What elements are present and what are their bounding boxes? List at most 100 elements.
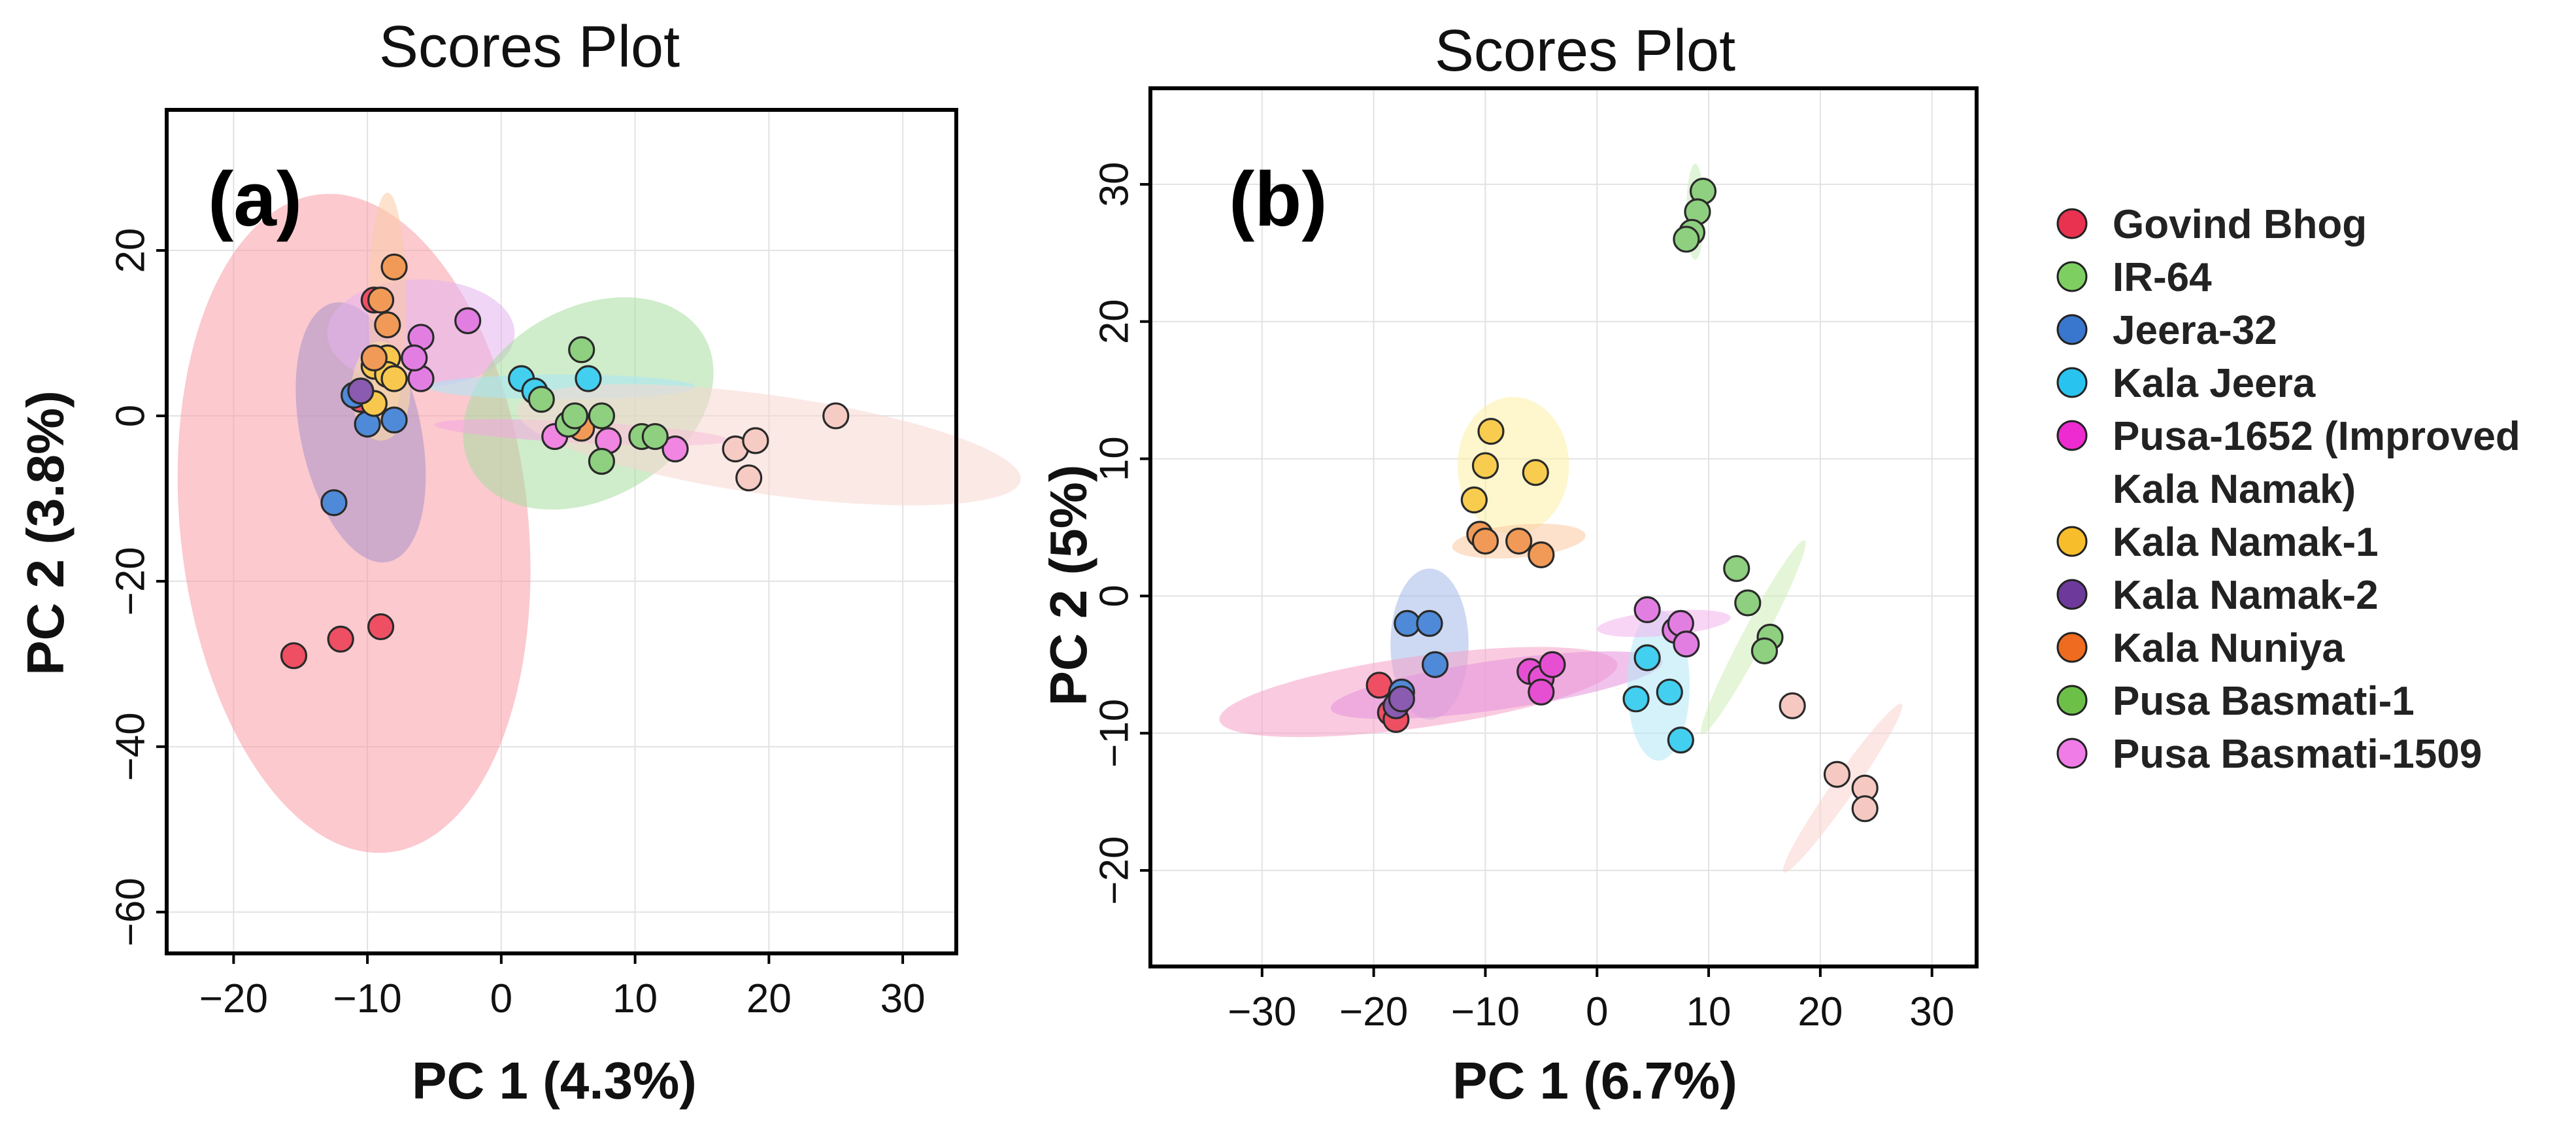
panel-a-data-point [401,344,428,372]
panel-a-data-point [735,464,763,492]
panel-a-y-axis-label: PC 2 (3.8%) [16,390,75,675]
panel-a-title: Scores Plot [379,14,680,80]
legend-label: Pusa Basmati-1 [2113,679,2415,724]
panel-b-data-point [1673,630,1700,658]
legend-label: Kala Jeera [2113,361,2316,406]
panel-a-data-point [347,377,375,405]
panel-a-data-point [380,406,408,434]
panel-a-data-point [742,427,769,454]
panel-b-confidence-ellipse [1701,539,1806,734]
panel-a-data-point [527,386,555,413]
panel-b-data-point [1388,685,1415,713]
legend-swatch [2056,526,2088,557]
panel-b-y-tick-label: −10 [1092,699,1137,768]
legend-label: Govind Bhog [2113,202,2367,247]
legend-swatch [2056,261,2088,292]
panel-b-data-point [1656,678,1683,706]
legend-swatch [2056,685,2088,716]
panel-a-y-tick-label: 20 [109,228,154,273]
legend-swatch [2056,314,2088,345]
panel-b-data-point [1471,452,1499,479]
legend-swatch [2056,420,2088,451]
legend-swatch [2056,208,2088,239]
panel-b-plot: −30 −20 −10 0 10 20 30 30 20 10 0 −10 −20 [1092,86,1979,1034]
legend-swatch [2056,738,2088,769]
panel-a-data-point [327,625,354,653]
panel-b-data-point [1633,644,1661,672]
panel-a: Scores Plot −20 −10 0 10 20 30 20 0 −20 −40 −60 (a… [16,14,1021,1110]
panel-a-x-tick-label: −10 [333,976,402,1021]
legend-item: Kala Namak-1 [2056,520,2379,565]
legend-item: Jeera-32 [2056,308,2277,353]
panel-b-data-point [1528,678,1555,706]
panel-a-x-tick-label: 30 [880,976,926,1021]
panel-a-data-point [374,311,401,339]
panel-a-data-point [568,336,595,364]
panel-b-data-point [1460,486,1488,514]
legend-item: Pusa Basmati-1509 [2056,732,2482,777]
panel-b-data-point [1471,527,1499,555]
panel-b-y-axis-label: PC 2 (5%) [1039,465,1097,706]
panel-a-data-point [641,422,669,451]
panel-b-data-point [1522,458,1549,487]
panel-a-y-tick-label: −20 [109,547,154,615]
panel-b: Scores Plot −30 −20 −10 0 10 20 30 30 20 10 0 −10 −2… [1039,18,1979,1110]
panel-b-data-point [1539,651,1566,678]
panel-a-data-point [367,286,395,314]
panel-b-y-tick-label: 30 [1092,162,1137,207]
panel-b-data-point [1823,761,1851,788]
legend: Govind Bhog IR-64 Jeera-32 Kala Jeera Pu… [2056,202,2520,777]
panel-b-y-tick-label: 10 [1092,436,1137,481]
panel-b-y-tick-label: 0 [1092,585,1137,607]
panel-a-data-point [280,642,308,670]
panel-b-confidence-ellipse [1782,703,1903,873]
legend-label: Kala Nuniya [2113,626,2345,671]
panel-b-data-point [1750,637,1779,664]
panel-a-data-point [822,402,850,430]
legend-label: IR-64 [2113,255,2212,300]
panel-b-x-tick-label: −10 [1451,989,1520,1034]
panel-a-data-point [588,402,616,430]
panel-a-data-point [588,447,616,475]
panel-a-x-axis-label: PC 1 (4.3%) [412,1051,697,1110]
panel-a-data-point [561,402,589,430]
panel-a-data-point [380,253,408,281]
panel-b-data-point [1421,651,1449,678]
legend-item: Pusa Basmati-1 [2056,679,2415,724]
panel-b-data-point [1667,726,1694,754]
legend-swatch [2056,632,2088,663]
panel-a-data-point [367,613,395,641]
panel-b-plot-frame [1148,86,1979,968]
panel-b-data-point [1394,609,1421,637]
panel-b-x-tick-label: −20 [1339,989,1408,1034]
panel-b-y-tick-label: −20 [1092,836,1137,905]
panel-b-data-point [1851,795,1879,823]
legend-item: IR-64 [2056,255,2212,300]
legend-label: Kala Namak-1 [2113,520,2379,565]
panel-a-data-point [380,365,408,392]
legend-item: Kala Nuniya [2056,626,2345,671]
panel-a-y-tick-label: −60 [109,878,154,946]
legend-label-continuation: Kala Namak) [2113,467,2356,512]
panel-b-x-tick-label: 20 [1798,989,1843,1034]
legend-item: Kala Namak-2 [2056,573,2379,618]
panel-b-data-point [1673,226,1700,253]
panel-a-plot-frame [165,108,958,955]
panel-a-letter: (a) [208,156,302,243]
panel-b-data-point [1477,418,1505,445]
panel-b-data-point [1734,589,1762,617]
panel-b-title: Scores Plot [1435,18,1735,84]
panel-b-x-tick-label: −30 [1228,989,1296,1034]
legend-label: Jeera-32 [2113,308,2277,353]
panel-a-data-point [661,435,689,463]
panel-a-confidence-ellipse [516,384,1021,505]
legend-label: Kala Namak-2 [2113,573,2379,618]
panel-a-data-point [360,344,388,372]
panel-a-data-point [454,307,482,335]
legend-swatch [2056,367,2088,398]
legend-item: Govind Bhog [2056,202,2367,247]
panel-b-y-tick-label: 20 [1092,299,1137,344]
panel-b-data-point [1528,541,1555,569]
panel-b-letter: (b) [1229,156,1328,243]
